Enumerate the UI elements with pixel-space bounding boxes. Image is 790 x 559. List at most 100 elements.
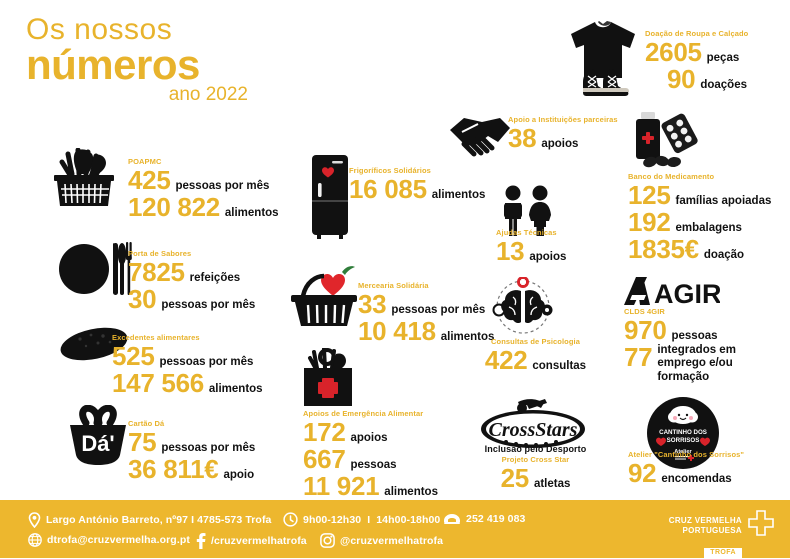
stat-mercearia-solidaria: Mercearia Solidária 33 pessoas por mês 1…	[358, 281, 494, 345]
stat-label: Mercearia Solidária	[358, 281, 429, 290]
stat-value: 36 811€	[128, 454, 219, 485]
location-pin-icon	[28, 512, 41, 528]
footer-phone-number: 252 419 083	[466, 513, 526, 525]
stat-row: 36 811€ apoio	[128, 456, 255, 482]
stat-row: 25 atletas	[463, 465, 608, 491]
stat-row: 147 566 alimentos	[112, 370, 263, 396]
stat-row: 120 822 alimentos	[128, 194, 279, 220]
svg-text:CrossStars: CrossStars	[489, 419, 578, 441]
stat-value: 16 085	[349, 174, 427, 204]
stat-atelier-cantinho-sorrisos: Atelier "Cantinho dos Sorrisos" 92 encom…	[628, 450, 744, 487]
cruz-vermelha-portuguesa-logo: CRUZ VERMELHA PORTUGUESA TROFA	[654, 510, 774, 558]
stat-label: Projeto Cross Star	[501, 455, 570, 464]
stat-label: Apoio a Instituições parceiras	[508, 115, 618, 124]
badge-line-2: SORRISOS	[667, 437, 700, 444]
stat-label: Frigoríficos Solidários	[349, 166, 431, 175]
stat-unit: alimentos	[440, 331, 495, 344]
stat-label-primary: Inclusão pelo Desporto	[484, 444, 587, 454]
stat-unit: integrados em emprego e/ou formação	[657, 344, 736, 383]
stat-value: 30	[128, 284, 157, 315]
footer-hours-afternoon: 14h00-18h00	[376, 513, 441, 526]
stat-row: 1835€ doação	[628, 236, 771, 262]
stat-unit: pessoas por mês	[175, 180, 270, 192]
handshake-icon	[448, 112, 512, 169]
title-line-1: Os nossos	[26, 13, 173, 46]
stat-value: 38	[508, 123, 537, 153]
stat-row: 38 apoios	[508, 125, 618, 151]
stat-unit: pessoas por mês	[161, 442, 256, 454]
stat-banco-medicamento: Banco do Medicamento 125 famílias apoiad…	[628, 172, 771, 264]
telephone-icon	[443, 512, 461, 526]
stat-row: 422 consultas	[468, 347, 603, 373]
stat-unit: pessoas	[671, 330, 718, 342]
stat-porta-de-sabores: Porta de Sabores 7825 refeições 30 pesso…	[128, 249, 255, 313]
stat-value: 422	[484, 345, 528, 375]
fridge-icon	[308, 155, 352, 244]
badge-subtitle: Atelier	[674, 449, 692, 455]
logo-line-1: CRUZ VERMELHA	[668, 515, 742, 525]
stat-unit: consultas	[532, 360, 587, 372]
stat-label: Cartão Dá	[128, 419, 165, 428]
basket-heart-icon	[290, 262, 366, 333]
stat-value: 147 566	[112, 368, 204, 399]
title-year: ano 2022	[168, 83, 248, 105]
title-line-2: números	[26, 40, 200, 88]
stat-cross-stars: Inclusão pelo Desporto Projeto Cross Sta…	[463, 444, 608, 492]
footer-email[interactable]: dtrofa@cruzvermelha.org.pt	[28, 533, 190, 547]
stat-clds-4gir: CLDS 4GIR 970 pessoas 77 integrados em e…	[624, 307, 749, 385]
medicine-bottle-pills-icon	[628, 110, 700, 177]
stat-value: 13	[496, 236, 525, 266]
stat-label: Consultas de Psicologia	[491, 337, 580, 346]
plate-cutlery-icon	[58, 240, 132, 303]
stat-row: 10 418 alimentos	[358, 318, 494, 344]
stat-unit: apoios	[529, 251, 567, 263]
stat-unit: alimentos	[431, 189, 486, 201]
stat-unit: pessoas por mês	[391, 304, 486, 316]
stat-row: 525 pessoas por mês	[112, 343, 263, 369]
stat-label: Apoios de Emergência Alimentar	[303, 409, 424, 418]
svg-text:Dá': Dá'	[81, 431, 114, 456]
stat-ajudas-tecnicas: Ajudas Técnicas 13 apoios	[496, 228, 566, 265]
stat-row: 92 encomendas	[628, 460, 744, 486]
stat-value: 77	[624, 342, 653, 373]
stat-value: 2605	[645, 37, 702, 67]
stat-row: 75 pessoas por mês	[128, 429, 255, 455]
cantinho-sorrisos-badge-icon: CANTINHO DOS SORRISOS Atelier	[645, 395, 721, 476]
stat-row: 30 pessoas por mês	[128, 286, 255, 312]
clock-icon	[283, 512, 298, 527]
stat-value: 11 921	[303, 471, 380, 502]
page-title: Os nossos números ano 2022	[26, 14, 248, 106]
tshirt-sneakers-icon	[565, 18, 651, 107]
footer-instagram[interactable]: @cruzvermelhatrofa	[320, 533, 443, 548]
globe-icon	[28, 533, 42, 547]
stat-unit: doações	[700, 79, 747, 92]
stat-unit: famílias apoiadas	[675, 195, 772, 207]
stat-row: 425 pessoas por mês	[128, 167, 279, 193]
stat-label: Ajudas Técnicas	[496, 228, 557, 237]
stat-row: 2605 peças	[645, 39, 748, 65]
stat-cartao-da: Cartão Dá 75 pessoas por mês 36 811€ apo…	[128, 419, 255, 483]
stat-row: 11 921 alimentos	[303, 473, 438, 499]
stat-label: Doação de Roupa e Calçado	[645, 29, 749, 38]
agir-logo-text: AGIR	[654, 279, 720, 309]
stat-unit: apoios	[541, 138, 579, 150]
stat-poapmc: POAPMC 425 pessoas por mês 120 822 alime…	[128, 157, 279, 221]
stat-unit: apoios	[350, 432, 388, 444]
instagram-icon	[320, 533, 335, 548]
footer-address-text: Largo António Barreto, nº97 I 4785-573 T…	[46, 514, 272, 526]
stat-unit: doação	[703, 249, 745, 262]
stat-value: 75	[128, 427, 157, 457]
stat-row: 192 embalagens	[628, 209, 771, 235]
facebook-icon	[196, 533, 206, 549]
agir-logo-icon: AGIR	[620, 275, 722, 314]
stat-row: 13 apoios	[496, 238, 566, 264]
stat-unit: pessoas	[350, 459, 397, 472]
stat-row: 172 apoios	[303, 419, 438, 445]
stat-value: 172	[303, 417, 346, 447]
stat-row: 90 doações	[667, 66, 748, 92]
stat-row: 667 pessoas	[303, 446, 438, 472]
stat-value: 192	[628, 207, 671, 238]
footer-facebook[interactable]: /cruzvermelhatrofa	[196, 533, 307, 549]
stat-unit: peças	[706, 52, 740, 64]
